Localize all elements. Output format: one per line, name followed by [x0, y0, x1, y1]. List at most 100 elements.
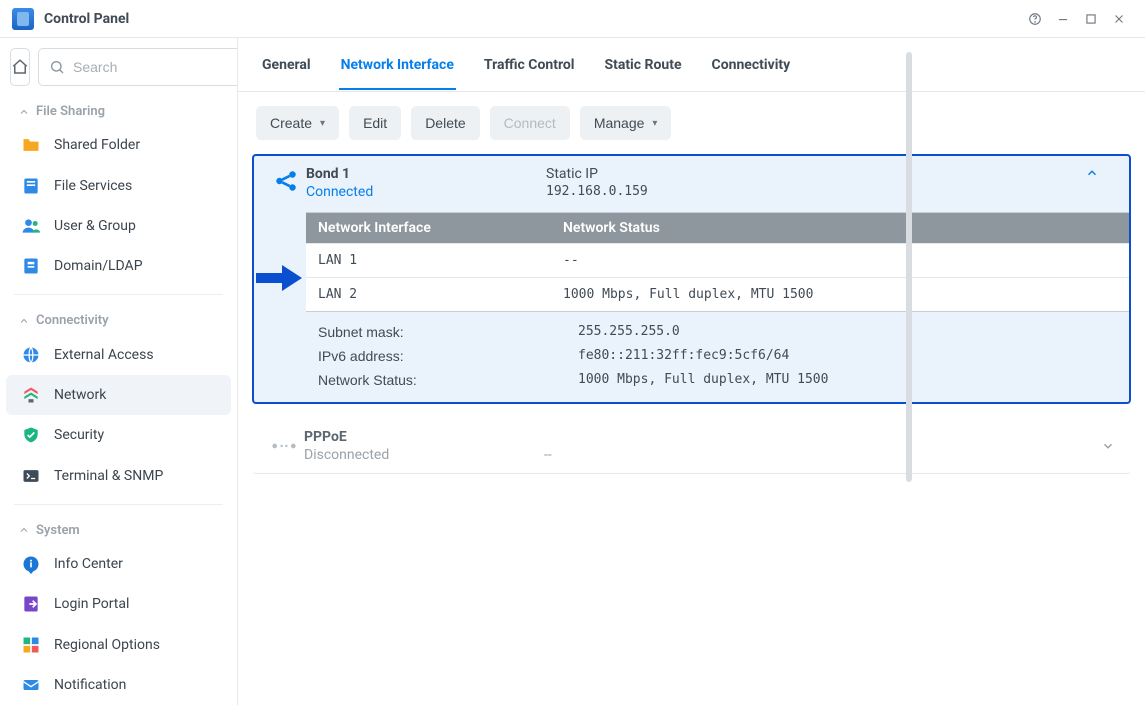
search-input[interactable] — [38, 48, 238, 86]
cell-status: -- — [551, 253, 1129, 268]
users-icon — [20, 215, 42, 237]
chevron-up-icon — [18, 315, 30, 327]
sidebar-item-shared-folder[interactable]: Shared Folder — [6, 125, 231, 165]
divider — [14, 504, 223, 505]
caret-icon: ▾ — [320, 118, 325, 129]
titlebar: Control Panel — [0, 0, 1145, 38]
sidebar-item-network[interactable]: Network — [6, 375, 231, 415]
tab-traffic-control[interactable]: Traffic Control — [482, 41, 577, 89]
info-icon — [20, 553, 42, 575]
connect-button: Connect — [490, 106, 570, 140]
manage-button[interactable]: Manage▾ — [580, 106, 672, 140]
portal-icon — [20, 593, 42, 615]
sidebar-item-notification[interactable]: Notification — [6, 665, 231, 705]
sidebar-item-label: External Access — [54, 347, 154, 363]
detail-row: Network Status:1000 Mbps, Full duplex, M… — [254, 368, 1129, 392]
sidebar-item-label: Notification — [54, 677, 126, 693]
search-icon — [49, 59, 65, 75]
network-icon — [20, 384, 42, 406]
sidebar-item-user-group[interactable]: User & Group — [6, 206, 231, 246]
tab-connectivity[interactable]: Connectivity — [710, 41, 793, 89]
tab-static-route[interactable]: Static Route — [602, 41, 683, 89]
sidebar-item-security[interactable]: Security — [6, 415, 231, 455]
bond-status: Connected — [306, 184, 546, 200]
sidebar-item-external-access[interactable]: External Access — [6, 334, 231, 374]
sidebar-item-label: Network — [54, 387, 106, 403]
section-connectivity[interactable]: Connectivity — [0, 303, 237, 334]
detail-row: IPv6 address:fe80::211:32ff:fec9:5cf6/64 — [254, 344, 1129, 368]
sidebar-item-info-center[interactable]: Info Center — [6, 544, 231, 584]
file-services-icon — [20, 175, 42, 197]
table-header-interface: Network Interface — [306, 220, 551, 236]
pppoe-status: Disconnected — [304, 447, 544, 463]
home-button[interactable] — [10, 48, 30, 86]
chevron-up-icon — [18, 106, 30, 118]
cell-iface: LAN 1 — [306, 253, 551, 268]
tabs: General Network Interface Traffic Contro… — [238, 38, 1145, 92]
collapse-button[interactable] — [1085, 166, 1113, 180]
tab-network-interface[interactable]: Network Interface — [339, 41, 456, 89]
app-icon — [12, 8, 34, 30]
create-button[interactable]: Create▾ — [256, 106, 339, 140]
sidebar-item-label: Regional Options — [54, 637, 160, 653]
pointer-arrow-icon — [254, 263, 304, 293]
pppoe-value: -- — [544, 447, 1101, 463]
interface-card-pppoe[interactable]: PPPoE Disconnected -- — [252, 418, 1131, 474]
window-title: Control Panel — [44, 11, 129, 27]
section-system[interactable]: System — [0, 513, 237, 544]
close-button[interactable] — [1105, 5, 1133, 33]
bond-title: Bond 1 — [306, 166, 546, 182]
edit-button[interactable]: Edit — [349, 106, 401, 140]
pppoe-title: PPPoE — [304, 429, 544, 445]
table-row[interactable]: LAN 2 1000 Mbps, Full duplex, MTU 1500 — [306, 277, 1129, 311]
bond-icon — [266, 166, 306, 194]
sidebar-item-label: Terminal & SNMP — [54, 468, 163, 484]
chevron-up-icon — [1085, 166, 1099, 180]
regional-icon — [20, 634, 42, 656]
sidebar-item-domain-ldap[interactable]: Domain/LDAP — [6, 246, 231, 286]
detail-row: Subnet mask:255.255.255.0 — [254, 320, 1129, 344]
table-row[interactable]: LAN 1 -- — [306, 243, 1129, 277]
sidebar-item-terminal-snmp[interactable]: Terminal & SNMP — [6, 455, 231, 495]
shield-icon — [20, 424, 42, 446]
sidebar-item-label: File Services — [54, 178, 132, 194]
pppoe-icon — [264, 436, 304, 456]
sidebar-item-label: User & Group — [54, 218, 136, 234]
delete-button[interactable]: Delete — [411, 106, 479, 140]
sidebar-item-file-services[interactable]: File Services — [6, 165, 231, 205]
minimize-button[interactable] — [1049, 5, 1077, 33]
sidebar-item-label: Info Center — [54, 556, 123, 572]
cell-iface: LAN 2 — [306, 287, 551, 302]
expand-button[interactable] — [1101, 439, 1115, 453]
sidebar-item-label: Login Portal — [54, 596, 129, 612]
search-field[interactable] — [73, 59, 238, 75]
bond-ip-type: Static IP — [546, 166, 1085, 182]
sidebar: File Sharing Shared Folder File Services… — [0, 38, 238, 705]
divider — [14, 294, 223, 295]
section-file-sharing[interactable]: File Sharing — [0, 94, 237, 125]
sidebar-item-login-portal[interactable]: Login Portal — [6, 584, 231, 624]
toolbar: Create▾ Edit Delete Connect Manage▾ — [238, 92, 1145, 154]
tab-general[interactable]: General — [260, 41, 313, 89]
interface-card-bond[interactable]: Bond 1 Connected Static IP 192.168.0.159 — [252, 154, 1131, 404]
ldap-icon — [20, 255, 42, 277]
notification-icon — [20, 674, 42, 696]
terminal-icon — [20, 465, 42, 487]
main-content: General Network Interface Traffic Contro… — [238, 38, 1145, 705]
help-button[interactable] — [1021, 5, 1049, 33]
bond-ip: 192.168.0.159 — [546, 184, 1085, 199]
sidebar-item-label: Shared Folder — [54, 137, 140, 153]
bond-interfaces-table: Network Interface Network Status LAN 1 -… — [306, 212, 1129, 312]
sidebar-item-label: Security — [54, 427, 104, 443]
sidebar-item-regional-options[interactable]: Regional Options — [6, 624, 231, 664]
chevron-up-icon — [18, 524, 30, 536]
globe-icon — [20, 344, 42, 366]
folder-icon — [20, 134, 42, 156]
cell-status: 1000 Mbps, Full duplex, MTU 1500 — [551, 287, 1129, 302]
sidebar-scrollbar[interactable] — [906, 52, 912, 482]
table-header-status: Network Status — [551, 220, 1129, 236]
sidebar-item-label: Domain/LDAP — [54, 258, 143, 274]
chevron-down-icon — [1101, 439, 1115, 453]
caret-icon: ▾ — [652, 118, 657, 129]
maximize-button[interactable] — [1077, 5, 1105, 33]
